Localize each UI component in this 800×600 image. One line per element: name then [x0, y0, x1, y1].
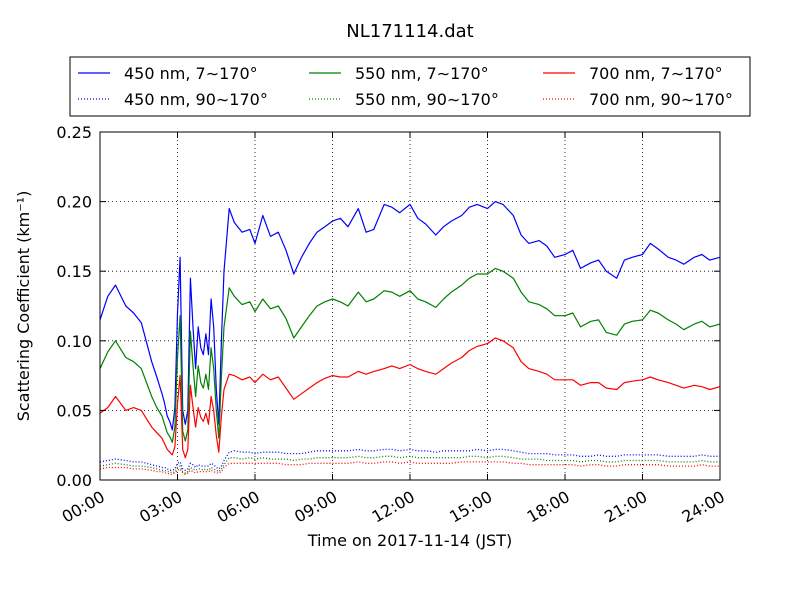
y-tick-label: 0.10 [56, 332, 92, 351]
series-line [99, 267, 721, 443]
series-line [99, 337, 721, 459]
series-line [99, 201, 721, 431]
plot-area: 00:00 03:00 06:00 09:00 12:00 15:00 18:00 21:00… [56, 123, 728, 527]
x-tick-label: 00:00 [59, 487, 108, 527]
chart-title: NL171114.dat [346, 21, 473, 42]
x-axis-label: Time on 2017-11-14 (JST) [307, 531, 512, 550]
x-tick-label: 24:00 [679, 487, 728, 527]
legend-label: 700 nm, 7∼170° [589, 64, 723, 83]
x-tick-label: 18:00 [524, 487, 573, 527]
x-tick-label: 15:00 [446, 487, 495, 527]
y-tick-label: 0.15 [56, 262, 92, 281]
x-tick-label: 06:00 [214, 487, 263, 527]
x-tick-label: 21:00 [601, 487, 650, 527]
x-tick-label: 03:00 [136, 487, 185, 527]
y-tick-label: 0.25 [56, 123, 92, 142]
legend-label: 550 nm, 7∼170° [355, 64, 489, 83]
y-tick-label: 0.00 [56, 471, 92, 490]
legend-label: 700 nm, 90∼170° [589, 90, 733, 109]
series-line [99, 461, 720, 476]
x-tick-label: 09:00 [291, 487, 340, 527]
y-tick-label: 0.05 [56, 401, 92, 420]
y-axis-label: Scattering Coefficient (km⁻¹) [14, 191, 33, 422]
legend-label: 450 nm, 7∼170° [124, 64, 258, 83]
y-tick-label: 0.20 [56, 193, 92, 212]
legend-frame [69, 56, 751, 117]
x-tick-label: 12:00 [369, 487, 418, 527]
legend: 450 nm, 7∼170° 550 nm, 7∼170° 700 nm, 7∼17… [69, 56, 751, 117]
legend-label: 550 nm, 90∼170° [355, 90, 499, 109]
legend-label: 450 nm, 90∼170° [124, 90, 268, 109]
